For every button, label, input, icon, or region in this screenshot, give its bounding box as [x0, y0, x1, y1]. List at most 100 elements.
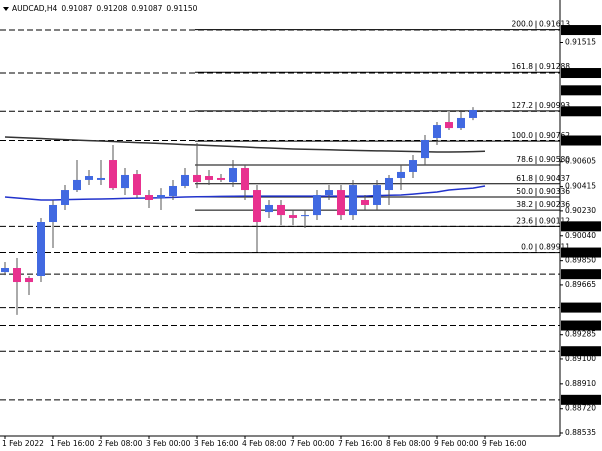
y-tick-label: 0.90605 — [565, 157, 596, 166]
fib-level-label: 127.2 — [512, 101, 534, 110]
x-tick-label: 1 Feb 16:00 — [50, 439, 95, 448]
y-tick-label: 0.88910 — [565, 379, 596, 388]
price-level-box — [561, 135, 601, 146]
y-tick-label: 0.89665 — [565, 280, 596, 289]
x-tick-label: 3 Feb 16:00 — [194, 439, 239, 448]
fib-price-label: 0.90236 — [539, 200, 570, 209]
candle-body — [169, 185, 177, 197]
price-level-label: 0.89492 — [564, 303, 595, 312]
candle-body — [1, 268, 9, 273]
current-price-box — [561, 85, 601, 96]
price-level-label: 0.90112 — [564, 221, 595, 230]
candle-body — [49, 204, 57, 223]
x-tick-label: 3 Feb 00:00 — [146, 439, 191, 448]
header-value: 0.91150 — [166, 4, 197, 13]
candle-body — [181, 174, 189, 186]
fib-level-label: 100.0 — [512, 131, 534, 140]
y-tick-label: 0.89850 — [565, 256, 596, 265]
y-tick-label: 0.91515 — [565, 37, 596, 46]
fib-price-label: 0.90993 — [539, 101, 570, 110]
candle-body — [121, 174, 129, 189]
price-level-box — [561, 68, 601, 79]
candle-body — [325, 190, 333, 196]
candle-body — [25, 277, 33, 283]
header-value: 0.91087 — [131, 4, 162, 13]
fib-price-label: 0.91288 — [539, 62, 570, 71]
candle-body — [373, 185, 381, 205]
candle-body — [85, 176, 93, 180]
fib-level-label: 161.8 — [512, 62, 534, 71]
header: AUDCAD,H4 0.91087 0.91208 0.91087 0.91150 — [12, 4, 198, 13]
price-level-label: 0.89747 — [564, 269, 595, 278]
x-tick-label: 2 Feb 08:00 — [98, 439, 143, 448]
fib-price-label: 0.90112 — [539, 216, 570, 225]
header-value: 0.91087 — [61, 4, 92, 13]
fib-level-label: 38.2 — [516, 200, 533, 209]
candle-body — [409, 160, 417, 172]
x-tick-label: 4 Feb 08:00 — [242, 439, 287, 448]
y-tick-label: 0.90230 — [565, 206, 596, 215]
fib-level-label: 50.0 — [516, 187, 533, 196]
menu-arrow — [3, 7, 9, 11]
price-level-box — [561, 221, 601, 232]
moving-average — [4, 136, 486, 153]
candle-body — [361, 199, 369, 205]
candle-body — [397, 171, 405, 178]
candle-body — [277, 204, 285, 216]
price-level-label: 0.90767 — [564, 136, 595, 145]
price-level-label: 0.89159 — [564, 346, 595, 355]
x-tick-label: 7 Feb 16:00 — [338, 439, 383, 448]
candle-body — [289, 215, 297, 218]
candle-body — [457, 117, 465, 129]
candle-body — [61, 190, 69, 205]
price-level-box — [561, 320, 601, 331]
x-tick-label: 7 Feb 00:00 — [290, 439, 335, 448]
price-level-box — [561, 247, 601, 258]
candle-body — [157, 195, 165, 199]
price-level-box — [561, 394, 601, 405]
candle-body — [445, 122, 453, 129]
fib-level-label: 23.6 — [516, 216, 533, 225]
fib-price-label: 0.91613 — [539, 20, 570, 29]
x-tick-label: 9 Feb 16:00 — [482, 439, 527, 448]
price-level-label: 0.89912 — [564, 248, 595, 257]
price-level-label: 0.91610 — [564, 25, 595, 34]
x-tick-label: 1 Feb 2022 — [2, 439, 44, 448]
candle-body — [421, 139, 429, 159]
price-level-label: 0.88788 — [564, 395, 595, 404]
y-tick-label: 0.88720 — [565, 404, 596, 413]
y-tick-label: 0.89285 — [565, 330, 596, 339]
fib-level-label: 200.0 — [512, 20, 534, 29]
y-tick-label: 0.89100 — [565, 354, 596, 363]
candle-body — [349, 185, 357, 216]
price-level-box — [561, 346, 601, 357]
candle-body — [229, 168, 237, 183]
candle-body — [73, 179, 81, 191]
candle-body — [385, 177, 393, 191]
candle-body — [133, 174, 141, 196]
current-price-label: 0.91150 — [564, 85, 595, 94]
candle-body — [37, 222, 45, 277]
fib-level-label: 61.8 — [516, 174, 533, 183]
candle-body — [265, 204, 273, 213]
price-level-label: 0.89355 — [564, 321, 595, 330]
y-tick-label: 0.90415 — [565, 182, 596, 191]
price-level-box — [561, 25, 601, 36]
candle-body — [313, 195, 321, 216]
price-level-box — [561, 269, 601, 280]
y-tick-label: 0.88535 — [565, 428, 596, 437]
candle-body — [217, 177, 225, 180]
price-level-box — [561, 106, 601, 117]
header-value: 0.91208 — [96, 4, 127, 13]
candle-body — [145, 195, 153, 200]
candle-body — [193, 174, 201, 183]
x-tick-label: 8 Feb 08:00 — [386, 439, 431, 448]
price-level-box — [561, 302, 601, 313]
candle-body — [241, 168, 249, 191]
price-level-label: 0.90990 — [564, 106, 595, 115]
candle-body — [337, 190, 345, 216]
fib-level-label: 0.0 — [521, 243, 533, 252]
